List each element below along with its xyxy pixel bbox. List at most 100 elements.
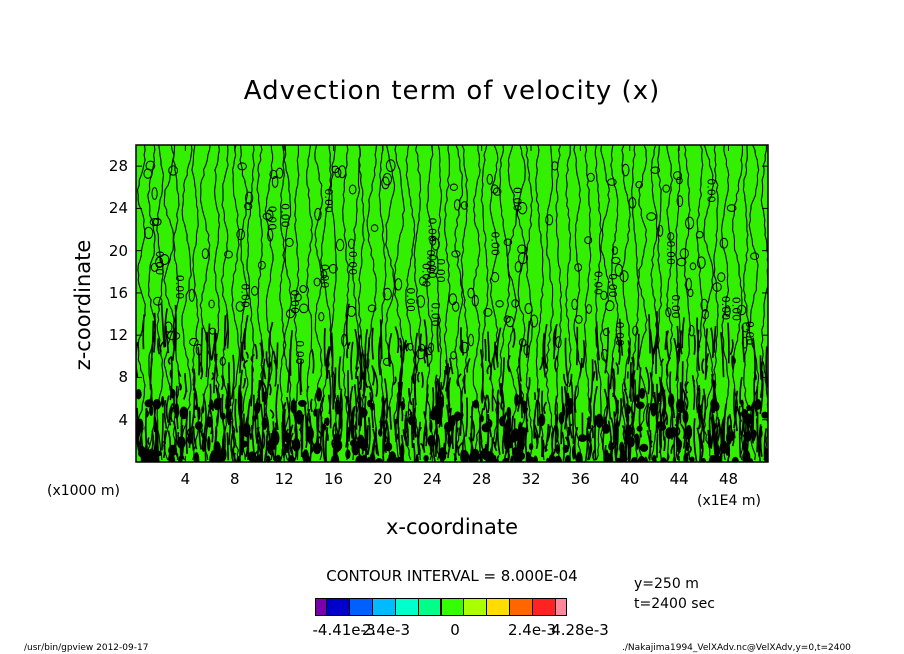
dense-blob xyxy=(761,411,768,419)
colorbar-swatch xyxy=(532,598,556,616)
dense-contour xyxy=(676,325,679,348)
contour-line xyxy=(426,145,434,461)
dense-blob xyxy=(275,454,282,462)
dense-contour xyxy=(759,371,764,398)
colorbar-swatch xyxy=(486,598,511,616)
dense-contour xyxy=(752,337,756,383)
contour-loop xyxy=(676,195,684,208)
dense-contour xyxy=(262,431,266,449)
dense-blob xyxy=(676,398,685,413)
dense-blob xyxy=(187,434,194,445)
contour-line xyxy=(256,145,264,461)
dense-contour xyxy=(161,413,164,451)
dense-contour xyxy=(594,360,598,381)
dense-contour xyxy=(544,443,548,452)
contour-label: 0.00 xyxy=(730,297,743,322)
dense-contour xyxy=(220,375,224,391)
dense-contour xyxy=(268,321,274,358)
contour-loop xyxy=(382,357,392,366)
dense-contour xyxy=(496,421,501,456)
dense-contour xyxy=(192,368,196,391)
contour-line xyxy=(293,145,300,461)
contour-line xyxy=(351,145,362,461)
contour-loop xyxy=(164,321,173,333)
dense-contour xyxy=(465,397,469,437)
dense-contour xyxy=(347,370,350,403)
dense-contour xyxy=(470,401,474,430)
dense-contour xyxy=(249,433,252,440)
contour-label: 0.00 xyxy=(613,322,626,347)
dense-blob xyxy=(726,431,733,445)
plot-frame xyxy=(135,144,769,463)
dense-contour xyxy=(330,332,334,378)
dense-contour xyxy=(503,412,507,449)
dense-contour xyxy=(496,389,500,405)
dense-contour xyxy=(272,350,278,387)
dense-contour xyxy=(460,327,463,353)
contour-loop xyxy=(486,173,493,185)
dense-contour xyxy=(399,337,403,358)
dense-contour xyxy=(153,435,158,453)
dense-contour xyxy=(436,314,440,353)
dense-contour xyxy=(269,409,275,419)
x-tick-label: 24 xyxy=(422,470,442,488)
dense-blob xyxy=(669,427,678,438)
dense-blob xyxy=(178,455,183,462)
contour-loop xyxy=(429,236,437,246)
dense-contour xyxy=(205,331,209,378)
dense-contour xyxy=(191,392,196,428)
contour-lines xyxy=(136,145,768,461)
contour-line xyxy=(314,145,324,461)
contour-line xyxy=(231,145,240,461)
contour-label: 0.00 xyxy=(173,275,186,300)
x-tick-label: 32 xyxy=(521,470,541,488)
contour-loop xyxy=(155,256,164,269)
dense-contour xyxy=(405,342,410,352)
dense-contour xyxy=(147,437,150,445)
dense-contour xyxy=(371,327,374,360)
dense-contour xyxy=(153,312,156,353)
dense-contour xyxy=(693,334,696,355)
contour-loop xyxy=(712,282,722,292)
contour-line xyxy=(594,145,602,461)
dense-contour xyxy=(268,383,272,396)
dense-contour xyxy=(375,427,380,456)
contour-line xyxy=(220,145,229,461)
dense-contour xyxy=(484,339,487,361)
dense-blob xyxy=(742,449,751,462)
contour-line xyxy=(637,145,648,461)
dense-contour xyxy=(371,365,375,386)
dense-blob xyxy=(242,422,251,438)
contour-loop xyxy=(385,159,396,173)
contour-line xyxy=(564,145,572,461)
dense-contour xyxy=(492,344,499,371)
dense-blob xyxy=(578,434,587,442)
dense-blob xyxy=(298,399,307,407)
dense-contour xyxy=(648,314,651,354)
dense-contour xyxy=(350,407,355,439)
dense-blob xyxy=(136,389,142,400)
dense-blob xyxy=(635,394,640,403)
dense-contour xyxy=(198,361,204,380)
dense-blob xyxy=(533,455,538,462)
dense-contour xyxy=(486,394,490,414)
dense-blob xyxy=(546,457,550,462)
contour-loop xyxy=(467,287,475,299)
dense-blob xyxy=(271,436,279,445)
contour-line xyxy=(720,145,730,461)
dense-contour xyxy=(350,416,354,427)
dense-contour xyxy=(665,330,670,359)
colorbar-swatch xyxy=(555,598,567,616)
contour-line xyxy=(713,145,719,461)
contour-loop xyxy=(235,301,245,312)
contour-loop xyxy=(657,224,664,237)
contour-line xyxy=(702,145,714,461)
dense-blob xyxy=(460,450,470,462)
contour-loop xyxy=(483,308,493,317)
contour-loop xyxy=(575,315,583,324)
dense-blob xyxy=(453,411,462,422)
dense-contour xyxy=(346,341,351,359)
dense-contour xyxy=(562,373,568,387)
contour-line xyxy=(472,145,481,461)
contour-loop xyxy=(503,315,511,323)
